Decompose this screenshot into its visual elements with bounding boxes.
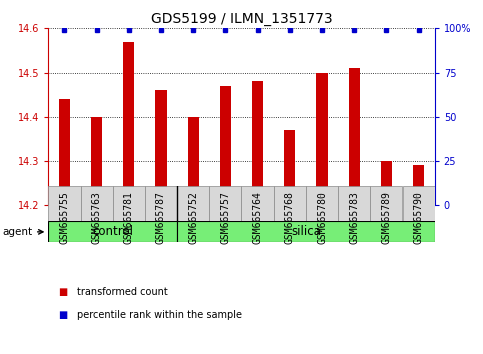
Bar [349, 68, 360, 205]
Bar [48, 186, 81, 221]
Bar [48, 221, 177, 242]
Title: GDS5199 / ILMN_1351773: GDS5199 / ILMN_1351773 [151, 12, 332, 26]
Bar [113, 186, 145, 221]
Text: GSM665783: GSM665783 [349, 191, 359, 244]
Bar [91, 117, 102, 205]
Bar [220, 86, 231, 205]
Text: GSM665755: GSM665755 [59, 191, 70, 244]
Bar [145, 186, 177, 221]
Text: GSM665752: GSM665752 [188, 191, 198, 244]
Bar [381, 161, 392, 205]
Text: silica: silica [291, 225, 321, 238]
Bar [177, 186, 209, 221]
Text: agent: agent [2, 227, 32, 237]
Text: GSM665789: GSM665789 [382, 191, 391, 244]
Text: control: control [92, 225, 133, 238]
Bar [316, 73, 327, 205]
Bar [284, 130, 296, 205]
Bar [123, 41, 134, 205]
Text: GSM665763: GSM665763 [92, 191, 101, 244]
Bar [306, 186, 338, 221]
Bar [370, 186, 402, 221]
Text: GSM665781: GSM665781 [124, 191, 134, 244]
Bar [242, 186, 274, 221]
Bar [274, 186, 306, 221]
Text: GSM665764: GSM665764 [253, 191, 263, 244]
Bar [81, 186, 113, 221]
Text: GSM665780: GSM665780 [317, 191, 327, 244]
Bar [59, 99, 70, 205]
Text: transformed count: transformed count [77, 287, 168, 297]
Text: ■: ■ [58, 287, 67, 297]
Text: GSM665757: GSM665757 [220, 191, 230, 244]
Bar [187, 117, 199, 205]
Bar [252, 81, 263, 205]
Text: ■: ■ [58, 310, 67, 320]
Text: GSM665787: GSM665787 [156, 191, 166, 244]
Bar [338, 186, 370, 221]
Bar [209, 186, 242, 221]
Bar [402, 186, 435, 221]
Text: GSM665790: GSM665790 [413, 191, 424, 244]
Bar [156, 90, 167, 205]
Text: percentile rank within the sample: percentile rank within the sample [77, 310, 242, 320]
Text: GSM665768: GSM665768 [285, 191, 295, 244]
Bar [177, 221, 435, 242]
Bar [413, 165, 424, 205]
